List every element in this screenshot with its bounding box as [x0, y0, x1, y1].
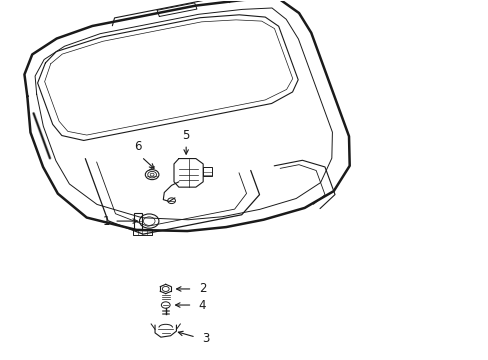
Text: 3: 3: [202, 332, 209, 345]
Bar: [133, 213, 142, 229]
Text: 4: 4: [199, 298, 206, 311]
Bar: [203, 167, 211, 176]
Text: 6: 6: [134, 140, 141, 153]
Text: 2: 2: [199, 283, 206, 296]
Text: 5: 5: [182, 129, 189, 142]
Text: 1: 1: [102, 215, 109, 228]
